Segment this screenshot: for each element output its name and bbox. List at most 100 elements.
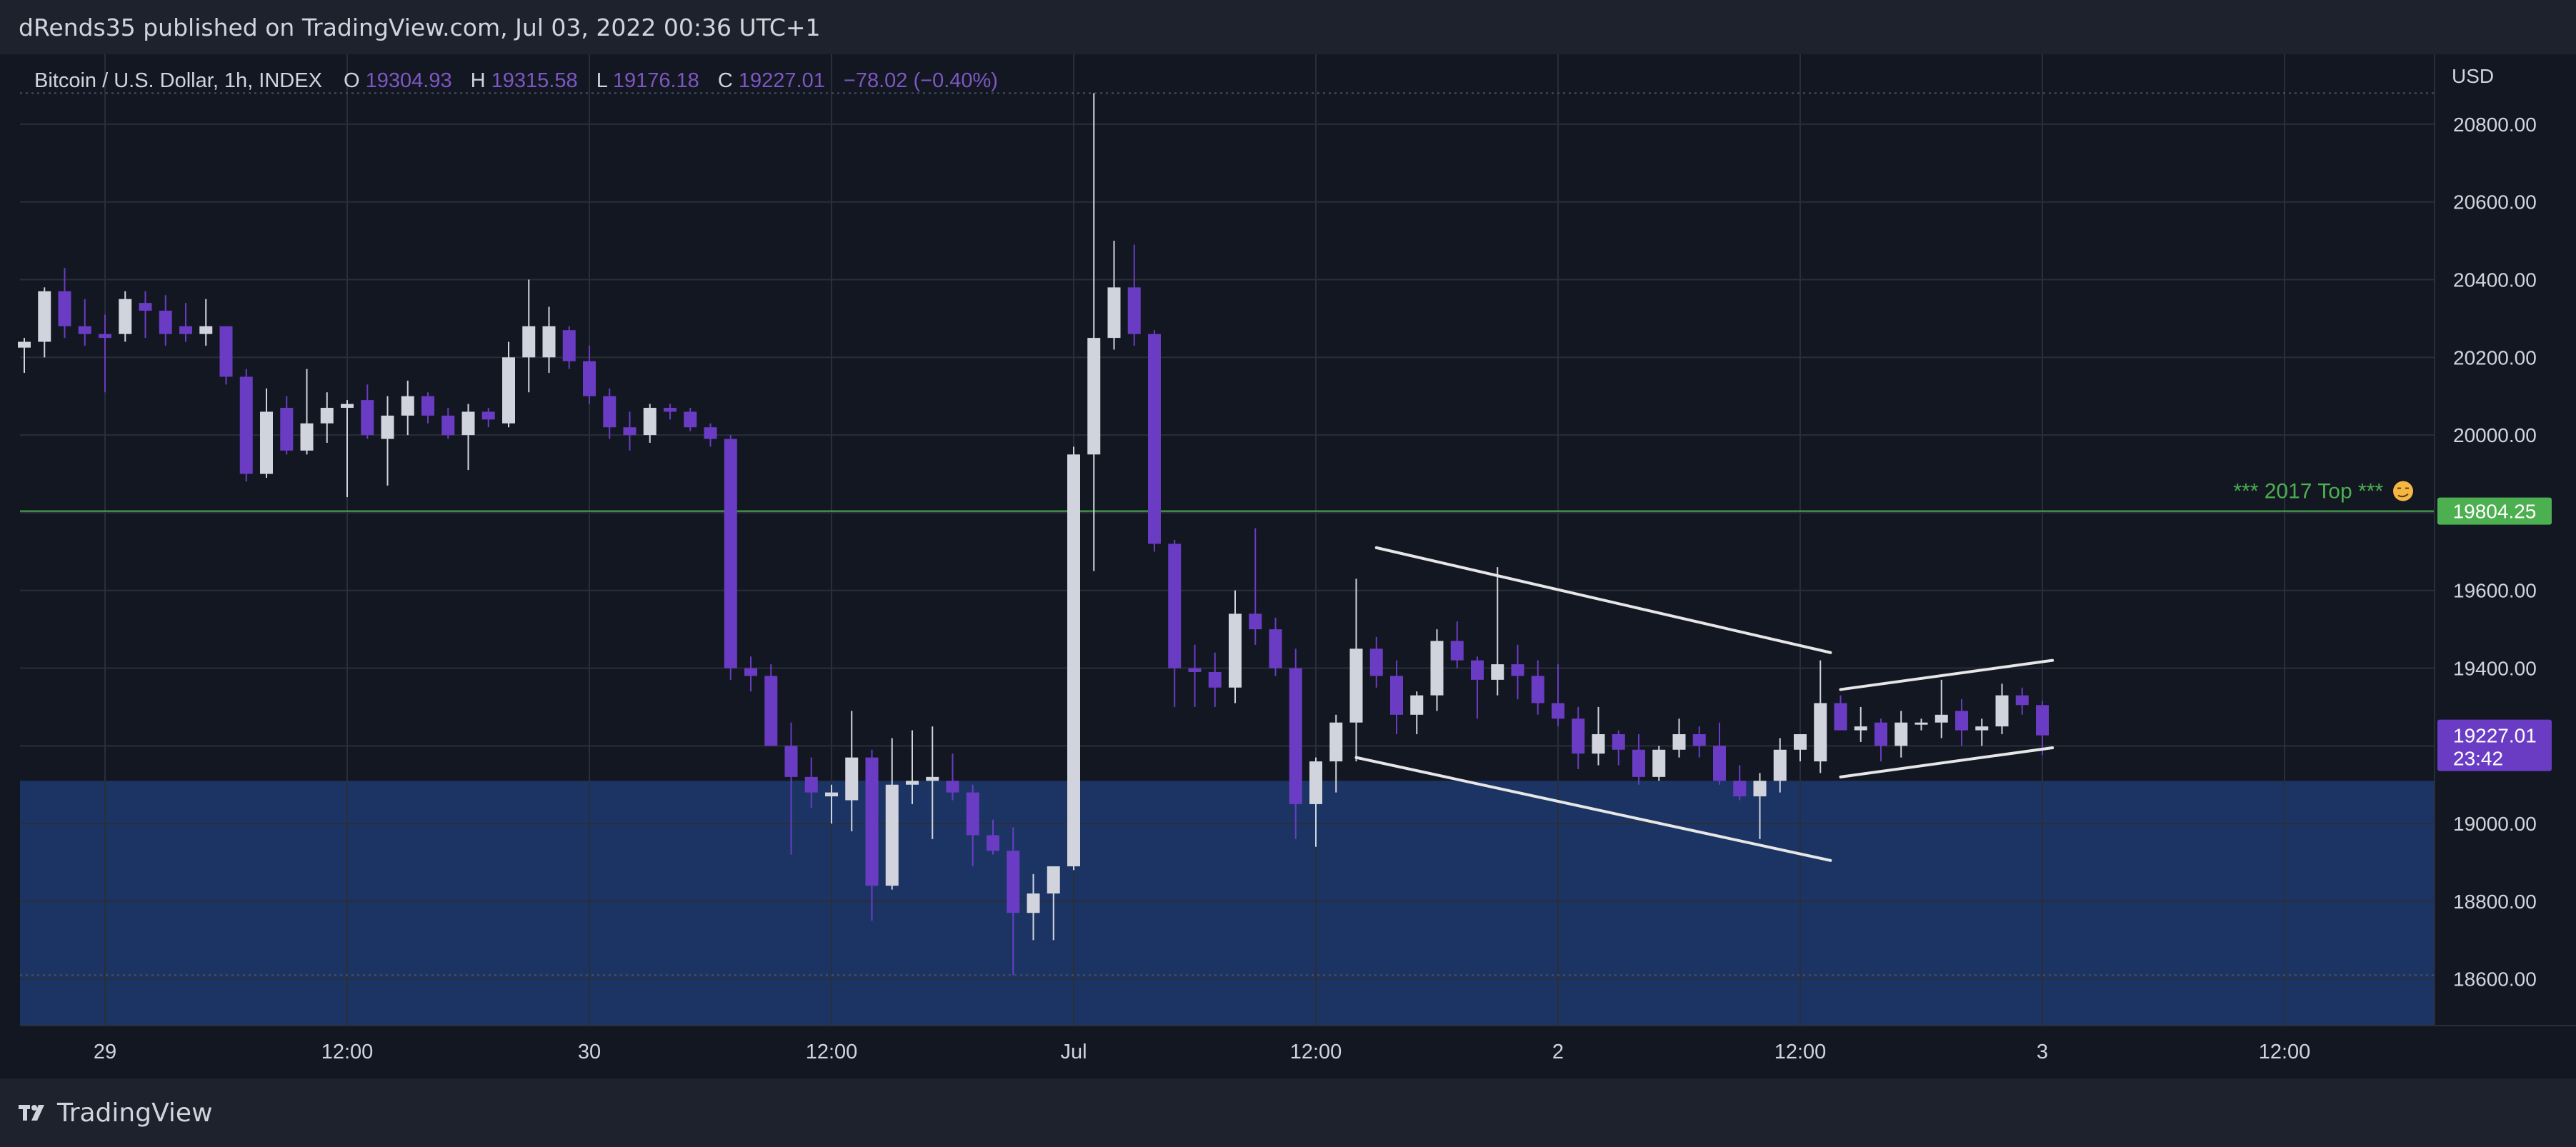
candle[interactable] (1188, 644, 1202, 707)
candle[interactable] (2036, 701, 2049, 756)
candle[interactable] (1511, 644, 1524, 700)
candle[interactable] (542, 306, 556, 374)
candle[interactable] (300, 369, 314, 455)
candle[interactable] (1349, 578, 1363, 762)
candle[interactable] (1713, 722, 1726, 785)
candle[interactable] (1390, 660, 1403, 734)
candle[interactable] (1834, 695, 1847, 731)
candle[interactable] (643, 404, 657, 443)
candle[interactable] (2015, 687, 2029, 715)
candle[interactable] (1309, 757, 1322, 847)
candle[interactable] (18, 338, 31, 374)
candle[interactable] (926, 726, 939, 839)
candle[interactable] (441, 408, 455, 439)
candle[interactable] (1027, 873, 1040, 941)
candle[interactable] (704, 423, 717, 447)
candle[interactable] (1995, 683, 2009, 734)
trendline[interactable] (1839, 658, 2055, 691)
candle[interactable] (320, 392, 334, 443)
candle[interactable] (1208, 652, 1222, 707)
candle[interactable] (1450, 621, 1464, 668)
candle[interactable] (1935, 679, 1948, 738)
candle[interactable] (1572, 706, 1585, 769)
candle[interactable] (1410, 691, 1424, 734)
candle[interactable] (744, 656, 757, 692)
candle[interactable] (1229, 590, 1242, 703)
candle[interactable] (381, 396, 394, 486)
candle[interactable] (179, 303, 192, 342)
candle[interactable] (1289, 648, 1302, 839)
candle[interactable] (1329, 714, 1343, 793)
candle[interactable] (1491, 567, 1504, 696)
candle[interactable] (1773, 738, 1787, 793)
candle[interactable] (481, 408, 495, 428)
candle[interactable] (1733, 765, 1747, 801)
candle[interactable] (1914, 718, 1928, 731)
candle[interactable] (906, 730, 919, 804)
candle[interactable] (139, 291, 152, 339)
candle[interactable] (1087, 93, 1101, 571)
candle[interactable] (1127, 244, 1141, 346)
candle[interactable] (885, 738, 899, 890)
candle[interactable] (502, 341, 515, 428)
candle[interactable] (724, 435, 737, 680)
candle[interactable] (1672, 718, 1686, 758)
candle[interactable] (280, 396, 294, 455)
candle[interactable] (38, 287, 51, 358)
candle[interactable] (119, 291, 132, 342)
candle[interactable] (522, 279, 536, 393)
candle[interactable] (1632, 734, 1645, 785)
candle[interactable] (341, 400, 354, 498)
candle[interactable] (1612, 730, 1625, 766)
candle[interactable] (1471, 656, 1484, 719)
candle[interactable] (966, 784, 979, 866)
candle[interactable] (623, 411, 636, 451)
candle[interactable] (804, 757, 818, 808)
candle[interactable] (784, 722, 798, 855)
tradingview-logo[interactable]: TradingView (19, 1098, 213, 1128)
candlestick-chart[interactable]: *** 2017 Top *** 18600.00 18800.00 19000.0… (0, 54, 2576, 1078)
candle[interactable] (603, 388, 616, 439)
price-axis[interactable] (2435, 54, 2576, 1026)
candle[interactable] (1148, 330, 1161, 552)
candle[interactable] (1753, 773, 1767, 839)
candle[interactable] (219, 326, 233, 385)
candle[interactable] (1168, 540, 1182, 707)
trendline[interactable] (1839, 746, 2055, 778)
candle[interactable] (1814, 660, 1827, 773)
candle[interactable] (401, 380, 414, 436)
candle[interactable] (1067, 446, 1080, 871)
candle[interactable] (159, 295, 172, 346)
candle[interactable] (1592, 706, 1605, 766)
candle[interactable] (239, 369, 253, 482)
candle[interactable] (1369, 637, 1383, 688)
candle[interactable] (825, 784, 838, 824)
candle[interactable] (1007, 827, 1020, 976)
candle[interactable] (1552, 664, 1564, 727)
candle[interactable] (664, 404, 677, 420)
candle[interactable] (1652, 746, 1666, 781)
candle[interactable] (361, 384, 374, 439)
candle[interactable] (865, 749, 879, 921)
candle[interactable] (99, 314, 111, 393)
candle[interactable] (1047, 866, 1060, 941)
candle[interactable] (1249, 528, 1262, 645)
candle[interactable] (562, 326, 576, 369)
candle[interactable] (199, 299, 213, 346)
candle[interactable] (684, 408, 697, 431)
candle[interactable] (421, 392, 434, 424)
candle[interactable] (1975, 718, 1989, 746)
trendline[interactable] (1374, 546, 1832, 654)
demand-zone[interactable] (20, 781, 2435, 1026)
candle[interactable] (1107, 241, 1121, 350)
candle[interactable] (1854, 706, 1867, 742)
candle[interactable] (1794, 734, 1807, 762)
trendline[interactable] (1354, 756, 1832, 862)
candle[interactable] (946, 753, 959, 801)
candle[interactable] (78, 299, 91, 346)
candle[interactable] (845, 711, 859, 831)
candle[interactable] (987, 819, 999, 855)
candle[interactable] (260, 388, 273, 478)
candle[interactable] (461, 404, 475, 471)
candle[interactable] (58, 268, 71, 339)
